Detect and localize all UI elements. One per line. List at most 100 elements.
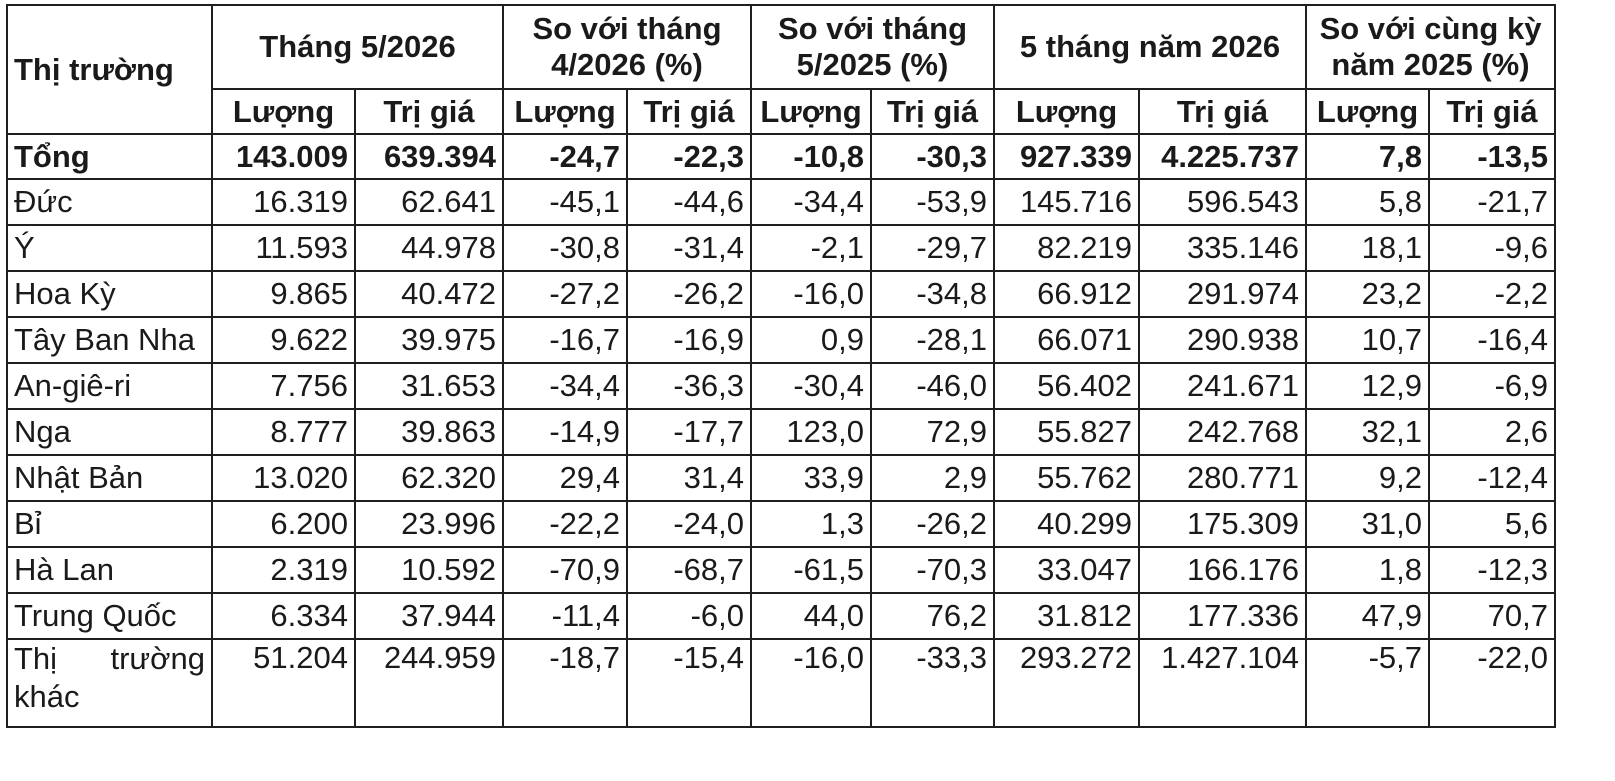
table-body: Tổng 143.009 639.394 -24,7 -22,3 -10,8 -… bbox=[6, 133, 1556, 180]
cell: 55.827 bbox=[993, 408, 1140, 456]
cell: -2,2 bbox=[1428, 270, 1556, 318]
cell: 32,1 bbox=[1305, 408, 1430, 456]
cell: -13,5 bbox=[1428, 133, 1556, 180]
cell: 2.319 bbox=[211, 546, 356, 594]
header-market: Thị trường bbox=[6, 4, 213, 135]
cell: -22,3 bbox=[626, 133, 752, 180]
cell: -2,1 bbox=[750, 224, 872, 272]
cell: 1,3 bbox=[750, 500, 872, 548]
cell: 639.394 bbox=[354, 133, 504, 180]
table-row: Hoa Kỳ 9.865 40.472 -27,2 -26,2 -16,0 -34,8 66.… bbox=[6, 270, 1556, 318]
cell: 72,9 bbox=[870, 408, 995, 456]
cell: 62.641 bbox=[354, 178, 504, 226]
cell: -30,8 bbox=[502, 224, 628, 272]
table-row-total: Tổng 143.009 639.394 -24,7 -22,3 -10,8 -… bbox=[6, 133, 1556, 180]
row-label: Bỉ bbox=[6, 500, 213, 548]
cell: -16,7 bbox=[502, 316, 628, 364]
cell: -70,9 bbox=[502, 546, 628, 594]
row-label: An-giê-ri bbox=[6, 362, 213, 410]
cell: 290.938 bbox=[1138, 316, 1307, 364]
cell: -68,7 bbox=[626, 546, 752, 594]
cell: 18,1 bbox=[1305, 224, 1430, 272]
cell: 291.974 bbox=[1138, 270, 1307, 318]
header-sub-volume: Lượng bbox=[993, 88, 1140, 135]
cell: 39.975 bbox=[354, 316, 504, 364]
row-label: Tây Ban Nha bbox=[6, 316, 213, 364]
cell: -61,5 bbox=[750, 546, 872, 594]
cell: 596.543 bbox=[1138, 178, 1307, 226]
cell: 280.771 bbox=[1138, 454, 1307, 502]
cell: 335.146 bbox=[1138, 224, 1307, 272]
header-group-vs-same-period-2025: So với cùng kỳ năm 2025 (%) bbox=[1305, 4, 1556, 90]
cell: 44.978 bbox=[354, 224, 504, 272]
table-row: Đức 16.319 62.641 -45,1 -44,6 -34,4 -53,9 145.7… bbox=[6, 178, 1556, 226]
cell: 44,0 bbox=[750, 592, 872, 640]
table-row: Ý 11.593 44.978 -30,8 -31,4 -2,1 -29,7 82.219 33… bbox=[6, 224, 1556, 272]
cell: -70,3 bbox=[870, 546, 995, 594]
cell: -15,4 bbox=[626, 638, 752, 728]
cell: -46,0 bbox=[870, 362, 995, 410]
table-row: Thị trường khác 51.204 244.959 -18,7 -15,4 -1… bbox=[6, 638, 1556, 728]
cell: -17,7 bbox=[626, 408, 752, 456]
row-label: Nhật Bản bbox=[6, 454, 213, 502]
cell: 13.020 bbox=[211, 454, 356, 502]
cell: 23.996 bbox=[354, 500, 504, 548]
cell: -16,0 bbox=[750, 638, 872, 728]
cell: -10,8 bbox=[750, 133, 872, 180]
cell: 33,9 bbox=[750, 454, 872, 502]
cell: -12,3 bbox=[1428, 546, 1556, 594]
cell: 166.176 bbox=[1138, 546, 1307, 594]
cell: 2,6 bbox=[1428, 408, 1556, 456]
row-label: Nga bbox=[6, 408, 213, 456]
cell: 244.959 bbox=[354, 638, 504, 728]
table-rows: Đức 16.319 62.641 -45,1 -44,6 -34,4 -53,9 145.7… bbox=[6, 178, 1556, 728]
cell: -34,4 bbox=[750, 178, 872, 226]
cell: -22,2 bbox=[502, 500, 628, 548]
table-header: Thị trường Tháng 5/2026 So với tháng 4/2… bbox=[6, 4, 1556, 135]
header-sub-value: Trị giá bbox=[626, 88, 752, 135]
cell: 241.671 bbox=[1138, 362, 1307, 410]
cell: -27,2 bbox=[502, 270, 628, 318]
cell: 62.320 bbox=[354, 454, 504, 502]
cell: -16,9 bbox=[626, 316, 752, 364]
header-group-may-2026: Tháng 5/2026 bbox=[211, 4, 504, 90]
table-row: Hà Lan 2.319 10.592 -70,9 -68,7 -61,5 -70,3 33.… bbox=[6, 546, 1556, 594]
row-label: Ý bbox=[6, 224, 213, 272]
cell: 31,4 bbox=[626, 454, 752, 502]
cell: -16,0 bbox=[750, 270, 872, 318]
cell: 293.272 bbox=[993, 638, 1140, 728]
header-row-sub: Lượng Trị giá Lượng Trị giá Lượng Trị gi… bbox=[7, 88, 1556, 135]
cell: -30,4 bbox=[750, 362, 872, 410]
header-sub-volume: Lượng bbox=[502, 88, 628, 135]
header-row-groups: Thị trường Tháng 5/2026 So với tháng 4/2… bbox=[6, 4, 1556, 135]
cell: 9.865 bbox=[211, 270, 356, 318]
header-sub-value: Trị giá bbox=[1138, 88, 1307, 135]
cell: 11.593 bbox=[211, 224, 356, 272]
cell: -36,3 bbox=[626, 362, 752, 410]
cell: 6.200 bbox=[211, 500, 356, 548]
cell: -28,1 bbox=[870, 316, 995, 364]
row-label: Hoa Kỳ bbox=[6, 270, 213, 318]
cell: 0,9 bbox=[750, 316, 872, 364]
cell: 10,7 bbox=[1305, 316, 1430, 364]
cell: 55.762 bbox=[993, 454, 1140, 502]
cell: 177.336 bbox=[1138, 592, 1307, 640]
cell: -9,6 bbox=[1428, 224, 1556, 272]
cell: -11,4 bbox=[502, 592, 628, 640]
cell: -22,0 bbox=[1428, 638, 1556, 728]
cell: 40.472 bbox=[354, 270, 504, 318]
cell: 31.653 bbox=[354, 362, 504, 410]
cell: 4.225.737 bbox=[1138, 133, 1307, 180]
cell: 5,6 bbox=[1428, 500, 1556, 548]
cell: 76,2 bbox=[870, 592, 995, 640]
market-data-table: Thị trường Tháng 5/2026 So với tháng 4/2… bbox=[6, 4, 1556, 728]
cell: 12,9 bbox=[1305, 362, 1430, 410]
cell: 37.944 bbox=[354, 592, 504, 640]
cell: 1.427.104 bbox=[1138, 638, 1307, 728]
row-label: Tổng bbox=[6, 133, 213, 180]
cell: 9.622 bbox=[211, 316, 356, 364]
cell: 6.334 bbox=[211, 592, 356, 640]
cell: 242.768 bbox=[1138, 408, 1307, 456]
cell: 39.863 bbox=[354, 408, 504, 456]
cell: 66.071 bbox=[993, 316, 1140, 364]
